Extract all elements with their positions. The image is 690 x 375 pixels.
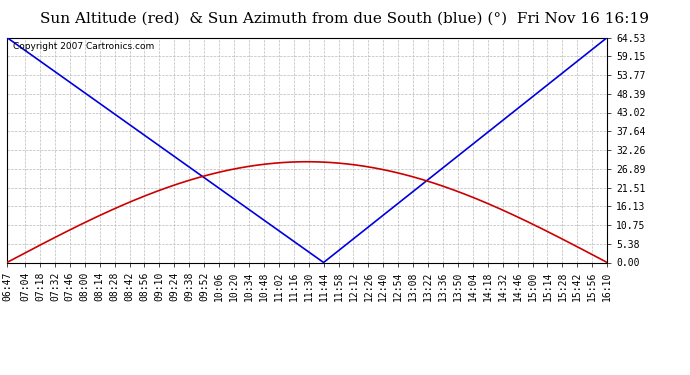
- Text: Sun Altitude (red)  & Sun Azimuth from due South (blue) (°)  Fri Nov 16 16:19: Sun Altitude (red) & Sun Azimuth from du…: [41, 11, 649, 25]
- Text: Copyright 2007 Cartronics.com: Copyright 2007 Cartronics.com: [13, 42, 154, 51]
